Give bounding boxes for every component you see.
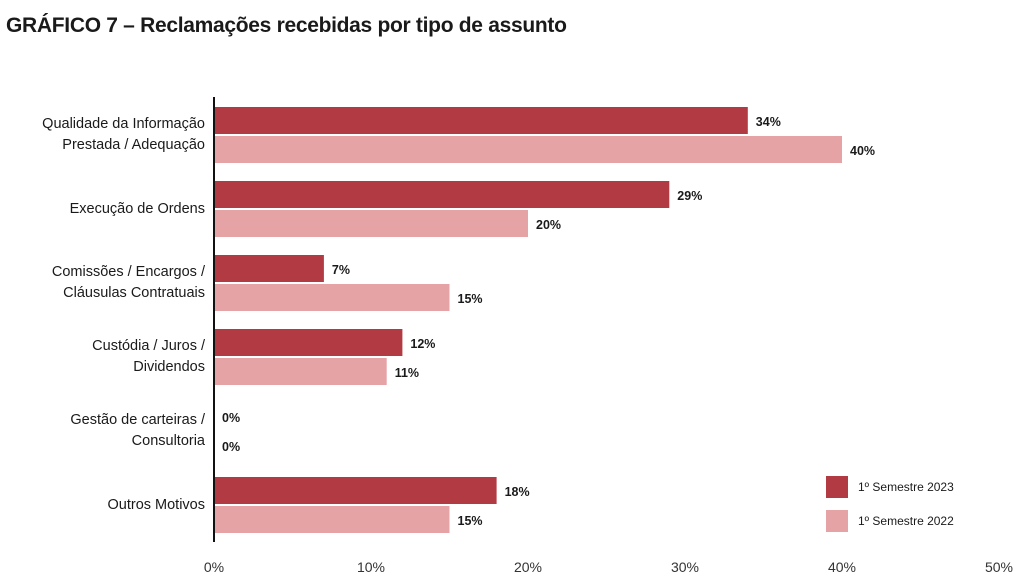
bar-series2-5 (214, 506, 450, 533)
data-label: 0% (222, 440, 241, 454)
legend-label: 1º Semestre 2023 (858, 480, 954, 494)
data-label: 15% (457, 292, 483, 306)
legend-swatch (826, 476, 848, 498)
data-label: 11% (394, 366, 420, 380)
bar-series1-3 (214, 329, 403, 356)
bar-series2-0 (214, 136, 842, 163)
category-label: Custódia / Juros / Dividendos (92, 338, 205, 375)
data-label: 15% (457, 514, 483, 528)
x-tick-label: 40% (827, 559, 857, 575)
data-label: 7% (331, 263, 350, 277)
category-label: Comissões / Encargos / Cláusulas Contrat… (51, 264, 205, 301)
x-tick-label: 20% (513, 559, 543, 575)
legend-label: 1º Semestre 2022 (858, 514, 954, 528)
x-tick-label: 0% (203, 559, 225, 575)
bar-series2-2 (214, 284, 450, 311)
data-label: 12% (410, 337, 436, 351)
bar-series2-1 (214, 210, 528, 237)
legend-swatch (826, 510, 848, 532)
category-label: Outros Motivos (107, 496, 206, 513)
chart-title: GRÁFICO 7 – Reclamações recebidas por ti… (6, 14, 567, 37)
bar-series1-0 (214, 107, 748, 134)
bar-series2-3 (214, 358, 387, 385)
bar-series1-1 (214, 181, 670, 208)
data-label: 18% (504, 485, 530, 499)
data-label: 29% (677, 189, 703, 203)
data-label: 34% (755, 115, 781, 129)
data-label: 0% (222, 411, 241, 425)
x-tick-label: 50% (984, 559, 1014, 575)
category-label: Execução de Ordens (69, 200, 205, 217)
category-label: Qualidade da Informação Prestada / Adequ… (42, 116, 205, 153)
x-tick-label: 10% (356, 559, 386, 575)
bar-series1-2 (214, 255, 324, 282)
x-tick-label: 30% (670, 559, 700, 575)
data-label: 40% (850, 144, 876, 158)
bar-series1-5 (214, 477, 497, 504)
data-label: 20% (536, 218, 562, 232)
category-label: Gestão de carteiras / Consultoria (70, 412, 205, 449)
